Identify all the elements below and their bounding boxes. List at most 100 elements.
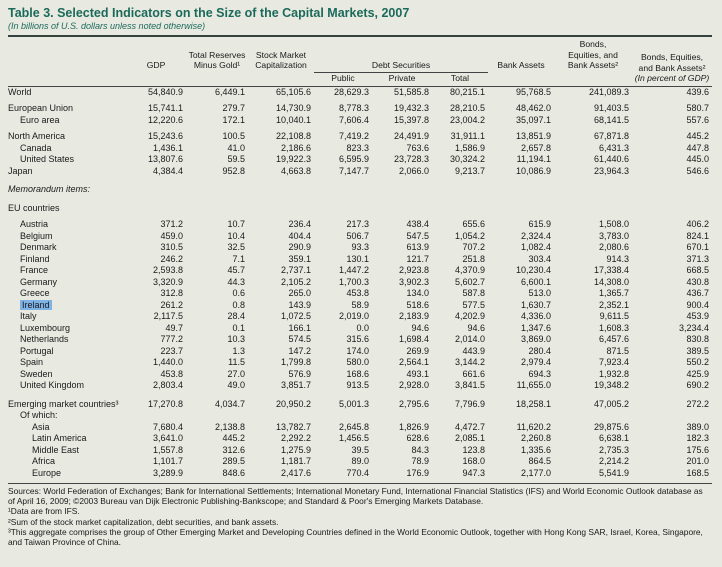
table-header: GDP Total Reserves Minus Gold¹ Stock Mar…: [8, 39, 712, 87]
cell-value: 39.5: [351, 444, 369, 455]
cell-value: 6,431.3: [598, 142, 629, 153]
table-row: EU countries: [8, 203, 712, 215]
cell-value: [488, 203, 554, 215]
cell-value: 513.0: [528, 288, 551, 298]
cell-value: 7,419.2: [338, 131, 369, 141]
cell-value: [186, 203, 248, 215]
row-label: Spain: [20, 357, 44, 367]
table-row: Luxembourg 49.7 0.1 166.1 0.0 94.6 94.6 1,347.6…: [8, 323, 712, 335]
row-label-cell: Japan: [8, 166, 126, 178]
cell-value: 1,440.0: [152, 357, 183, 367]
cell-value: 7,923.4: [598, 357, 629, 367]
cell-value: 78.9: [411, 456, 429, 466]
cell-value: 2,014.0: [454, 334, 485, 344]
cell-value: 130.1: [346, 253, 369, 264]
cell-value: 27.0: [227, 368, 245, 379]
cell-value: 20,950.2: [275, 398, 311, 409]
table-row: Portugal 223.7 1.3 147.2 174.0 269.9 443.9 280.…: [8, 346, 712, 358]
col-header-debt-public: Public: [314, 72, 372, 87]
cell-value: 6,600.1: [520, 276, 551, 287]
cell-value: 147.2: [288, 345, 311, 356]
cell-value: 694.3: [528, 368, 551, 379]
row-label: United Kingdom: [20, 380, 85, 390]
cell-value: 168.5: [686, 467, 709, 478]
cell-value: 2,979.4: [520, 357, 551, 367]
table-row: North America 15,243.6 100.5 22,108.8 7,419.…: [8, 131, 712, 143]
cell-value: 506.7: [346, 230, 369, 241]
cell-value: [554, 410, 632, 422]
cell-value: 952.8: [222, 165, 245, 176]
cell-value: 13,807.6: [147, 154, 183, 164]
row-label: Italy: [20, 311, 37, 321]
cell-value: 168.6: [346, 368, 369, 379]
row-label: Emerging market countries³: [8, 398, 119, 409]
cell-value: 2,352.1: [598, 299, 629, 310]
cell-value: 2,735.3: [598, 444, 629, 455]
row-label: Europe: [32, 467, 62, 478]
cell-value: 168.0: [462, 456, 485, 466]
spacer-row: [8, 177, 712, 184]
row-label-cell: Austria: [8, 219, 126, 231]
cell-value: 7,680.4: [152, 421, 183, 432]
row-label-cell: World: [8, 86, 126, 98]
cell-value: 445.2: [686, 131, 709, 141]
cell-value: 49.0: [227, 380, 245, 390]
table-row: Austria 371.2 10.7 236.4 217.3 438.4 655.6 615.…: [8, 219, 712, 231]
cell-value: 690.2: [686, 380, 709, 390]
spacer-row: [8, 196, 712, 203]
cell-value: 2,645.8: [338, 421, 369, 432]
cell-value: [186, 184, 248, 196]
cell-value: 61,440.6: [593, 154, 629, 164]
cell-value: 7,796.9: [454, 398, 485, 409]
cell-value: 2,737.1: [280, 265, 311, 275]
cell-value: 830.8: [686, 334, 709, 344]
cell-value: 947.3: [462, 467, 485, 478]
table-row: Euro area 12,220.6 172.1 10,040.1 7,606.4 15,…: [8, 115, 712, 127]
cell-value: 6,449.1: [214, 86, 245, 97]
cell-value: 3,320.9: [152, 276, 183, 287]
cell-value: 29,875.6: [593, 421, 629, 432]
table-row: Of which:: [8, 410, 712, 422]
cell-value: 11.5: [228, 357, 245, 367]
table-row: Memorandum items:: [8, 184, 712, 196]
cell-value: 864.5: [528, 456, 551, 466]
row-label-cell: Of which:: [8, 410, 126, 422]
row-label-cell: United Kingdom: [8, 380, 126, 392]
row-label-cell: Italy: [8, 311, 126, 323]
row-label-cell: Sweden: [8, 369, 126, 381]
cell-value: 2,183.9: [398, 311, 429, 321]
cell-value: [432, 203, 488, 215]
cell-value: 4,663.8: [280, 165, 311, 176]
cell-value: 246.2: [160, 253, 183, 264]
cell-value: 574.5: [288, 334, 311, 344]
cell-value: 1,586.9: [454, 142, 485, 153]
cell-value: 3,841.5: [454, 380, 485, 390]
cell-value: 493.1: [406, 368, 429, 379]
cell-value: 2,417.6: [280, 467, 311, 478]
cell-value: 51,585.8: [393, 86, 429, 97]
cell-value: 4,034.7: [214, 398, 245, 409]
cell-value: 13,851.9: [515, 131, 551, 141]
cell-value: 459.0: [160, 230, 183, 241]
spacer-cell: [8, 196, 712, 203]
row-label-cell: Euro area: [8, 115, 126, 127]
cell-value: 439.6: [686, 86, 709, 97]
cell-value: 65,105.6: [275, 86, 311, 97]
cell-value: 2,593.8: [152, 265, 183, 275]
cell-value: 272.2: [686, 398, 709, 409]
cell-value: 655.6: [462, 219, 485, 229]
cell-value: 217.3: [346, 219, 369, 229]
cell-value: 389.5: [686, 345, 709, 356]
footnote-1: ¹Data are from IFS.: [8, 506, 80, 517]
cell-value: 3,641.0: [152, 433, 183, 443]
debt-subheader-row: Public Private Total: [8, 72, 712, 87]
cell-value: 1,698.4: [398, 334, 429, 344]
sources-note: Sources: World Federation of Exchanges; …: [8, 486, 703, 507]
cell-value: 587.8: [462, 288, 485, 298]
cell-value: 871.5: [606, 345, 629, 356]
cell-value: 770.4: [346, 467, 369, 478]
cell-value: 0.0: [356, 322, 369, 333]
cell-value: 763.6: [406, 142, 429, 153]
cell-value: 44.3: [227, 276, 245, 287]
table-body: World 54,840.9 6,449.1 65,105.6 28,629.3 51,5…: [8, 86, 712, 479]
